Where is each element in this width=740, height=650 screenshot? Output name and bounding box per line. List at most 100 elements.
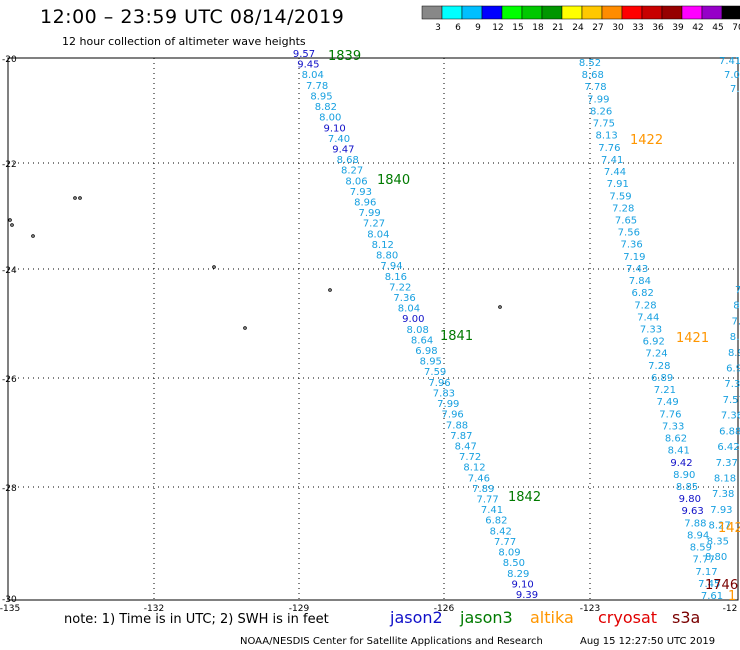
colorbar-swatch — [501, 5, 523, 20]
pass-time-label: 1842 — [508, 490, 541, 505]
wave-value: 8.35 — [707, 536, 729, 547]
wave-value: 7.17 — [695, 567, 717, 578]
wave-value: 7.59 — [424, 367, 446, 378]
wave-value: 8.14 — [730, 332, 740, 343]
pass-time-label: 142 — [718, 521, 740, 536]
wave-value: 8.96 — [354, 198, 376, 209]
wave-value: 9.57 — [293, 49, 315, 60]
wave-value: 8.16 — [385, 272, 407, 283]
lat-label: -20 — [2, 55, 17, 65]
credit-text: NOAA/NESDIS Center for Satellite Applica… — [240, 636, 543, 647]
timestamp: Aug 15 12:27:50 UTC 2019 — [580, 636, 716, 647]
legend-altika: altika — [530, 608, 574, 627]
wave-value: 9.42 — [670, 458, 692, 469]
legend-jason2: jason2 — [390, 608, 443, 627]
colorbar-swatch — [521, 5, 543, 20]
wave-value: 7.49 — [657, 397, 679, 408]
island — [78, 196, 82, 200]
wave-value: 7.87 — [450, 431, 472, 442]
wave-value: 7.24 — [645, 349, 667, 360]
island — [10, 223, 14, 227]
wave-value: 8.68 — [337, 155, 359, 166]
legend-s3a: s3a — [672, 608, 701, 627]
colorbar-swatch — [421, 5, 443, 20]
wave-value: 8.80 — [705, 552, 727, 563]
colorbar-label: 24 — [572, 23, 584, 33]
wave-value: 7.78 — [584, 82, 606, 93]
wave-value: 7.77 — [494, 537, 516, 548]
wave-value: 8.04 — [367, 229, 389, 240]
island — [31, 234, 35, 238]
wave-value: 8.18 — [714, 473, 736, 484]
lat-label: -24 — [2, 266, 17, 276]
wave-value: 8.27 — [709, 521, 731, 532]
wave-value: 8.52 — [579, 58, 601, 69]
wave-value: 8.04 — [733, 301, 740, 312]
wave-value: 7.19 — [623, 252, 645, 263]
wave-value: 7.28 — [612, 203, 634, 214]
wave-value: 8.00 — [319, 113, 341, 124]
wave-value: 7.76 — [659, 409, 681, 420]
colorbar-swatch — [681, 5, 703, 20]
island — [498, 305, 502, 309]
colorbar-label: 33 — [632, 23, 643, 33]
wave-value: 7.75 — [593, 119, 615, 130]
wave-value: 8.08 — [407, 325, 429, 336]
legend-jason3: jason3 — [460, 608, 513, 627]
wave-value: 7.4 — [731, 316, 740, 327]
wave-value: 7.41 — [601, 155, 623, 166]
colorbar-swatch — [441, 5, 463, 20]
island — [328, 288, 332, 292]
wave-value: 7.44 — [604, 167, 626, 178]
wave-value: 9.10 — [323, 123, 345, 134]
lat-label: -22 — [2, 160, 17, 170]
lon-label: -129 — [289, 604, 310, 614]
wave-value: 8.62 — [665, 434, 687, 445]
wave-value: 7.04 — [724, 70, 740, 81]
wave-value: 7.99 — [437, 399, 459, 410]
wave-value: 7.83 — [433, 388, 455, 399]
wave-value: 8.41 — [668, 446, 690, 457]
island — [8, 218, 12, 222]
wave-value: 8.59 — [690, 543, 712, 554]
wave-value: 7.33 — [640, 325, 662, 336]
wave-value: 7.96 — [442, 410, 464, 421]
wave-value: 7.4 — [730, 84, 740, 95]
colorbar-label: 39 — [672, 23, 684, 33]
wave-value: 7.96 — [428, 378, 450, 389]
wave-value: 8.90 — [728, 348, 740, 359]
wave-value: 8.94 — [687, 530, 709, 541]
colorbar-swatch — [641, 5, 663, 20]
map-frame — [7, 57, 739, 601]
wave-value: 6.88 — [719, 426, 740, 437]
wave-value: 7.94 — [380, 261, 402, 272]
wave-value: 7.93 — [710, 505, 732, 516]
wave-value: 7.38 — [712, 489, 734, 500]
wave-value: 7.77 — [693, 555, 715, 566]
colorbar-label: 18 — [532, 23, 544, 33]
wave-value: 8.26 — [590, 106, 612, 117]
island — [73, 196, 77, 200]
pass-time-label: 1839 — [328, 49, 361, 64]
wave-value: 7.41 — [719, 56, 740, 67]
pass-time-label: 1 — [728, 589, 736, 604]
colorbar-label: 27 — [592, 23, 603, 33]
colorbar-label: 36 — [652, 23, 664, 33]
legend-cryosat: cryosat — [598, 608, 658, 627]
wave-value: 7.33 — [662, 421, 684, 432]
wave-value: 7.88 — [684, 518, 706, 529]
lat-label: -30 — [2, 595, 17, 605]
wave-value: 7.36 — [620, 240, 642, 251]
colorbar-swatch — [461, 5, 483, 20]
colorbar-swatch — [561, 5, 583, 20]
wave-value: 8.42 — [490, 526, 512, 537]
lat-label: -28 — [2, 484, 17, 494]
wave-value: 7.77 — [477, 495, 499, 506]
wave-value: 7.43 — [626, 264, 648, 275]
wave-value: 9.47 — [332, 144, 354, 155]
wave-value: 9.63 — [681, 506, 703, 517]
island — [243, 326, 247, 330]
pass-time-label: 1422 — [630, 133, 663, 148]
lon-label: -132 — [144, 604, 164, 614]
